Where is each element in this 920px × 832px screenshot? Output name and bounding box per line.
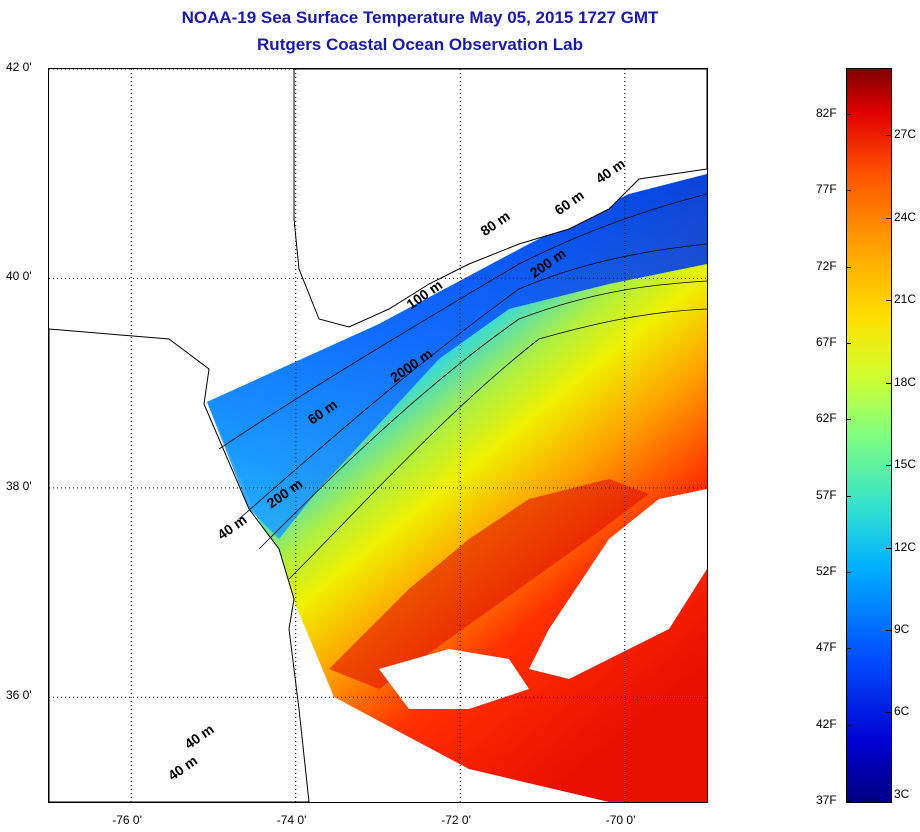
colorbar-c-label: 18C — [894, 374, 917, 389]
colorbar-c-label: 6C — [894, 704, 910, 719]
colorbar-tick — [846, 342, 851, 344]
colorbar-tick — [886, 382, 891, 384]
sst-map: 40 m 60 m 80 m 200 m 100 m 2000 m 60 m 200 m 40 … — [48, 68, 708, 803]
colorbar-tick — [886, 465, 891, 467]
colorbar-f-label: 57F — [816, 487, 837, 502]
map-subtitle: Rutgers Coastal Ocean Observation Lab — [257, 35, 583, 54]
colorbar-c-label: 27C — [894, 127, 917, 142]
latitude-tick-label: 42 0' — [6, 60, 32, 74]
longitude-tick-label: -72 0' — [441, 813, 471, 827]
colorbar-tick — [886, 217, 891, 219]
warm-core — [329, 479, 649, 689]
longitude-tick-label: -76 0' — [112, 813, 142, 827]
cloud-gap — [529, 489, 707, 679]
colorbar-f-label: 67F — [816, 334, 837, 349]
colorbar-tick — [846, 190, 851, 192]
colorbar-f-label: 77F — [816, 182, 837, 197]
colorbar-tick — [846, 113, 851, 115]
colorbar-c-label: 24C — [894, 209, 917, 224]
graticule — [49, 69, 707, 802]
colorbar-c-label: 9C — [894, 621, 910, 636]
isobath-line — [258, 280, 707, 550]
latitude-tick-label: 38 0' — [6, 478, 32, 493]
colorbar-tick — [846, 571, 851, 573]
isobath-line — [218, 193, 707, 450]
colorbar-f-label: 52F — [816, 563, 837, 578]
colorbar-f-label: 62F — [816, 411, 837, 426]
colorbar-tick — [886, 135, 891, 137]
colorbar-tick — [846, 801, 851, 802]
colorbar-f-label: 37F — [816, 793, 837, 807]
land-midatlantic — [49, 328, 310, 802]
map-title: NOAA-19 Sea Surface Temperature May 05, … — [181, 8, 659, 27]
colorbar-tick — [846, 724, 851, 726]
latitude-tick-label: 40 0' — [6, 269, 32, 284]
colorbar-c-label: 3C — [894, 786, 910, 801]
colorbar-tick — [886, 300, 891, 302]
longitude-tick-label: -74 0' — [276, 813, 307, 827]
longitude-tick-label: -70 0' — [605, 813, 636, 827]
colorbar-tick — [886, 712, 891, 714]
colorbar-tick — [846, 266, 851, 268]
colorbar-tick — [846, 419, 851, 421]
colorbar-f-label: 72F — [816, 258, 837, 273]
colorbar-tick — [886, 547, 891, 549]
colorbar-tick — [846, 495, 851, 497]
colorbar-tick — [886, 629, 891, 631]
cloud-gap — [379, 649, 529, 709]
temperature-colorbar — [846, 68, 892, 803]
isobath-line — [288, 308, 707, 580]
colorbar-tick — [886, 794, 891, 796]
colorbar-c-label: 12C — [894, 539, 917, 554]
land-northeast — [293, 69, 707, 328]
colorbar-f-label: 47F — [816, 640, 837, 655]
shelf-water — [207, 174, 707, 539]
isobath-line — [238, 243, 707, 520]
colorbar-c-label: 21C — [894, 292, 917, 307]
latitude-tick-label: 36 0' — [6, 688, 32, 703]
colorbar-c-label: 15C — [894, 457, 917, 472]
colorbar-tick — [846, 648, 851, 650]
colorbar-f-label: 42F — [816, 716, 837, 731]
colorbar-f-label: 82F — [816, 105, 837, 120]
